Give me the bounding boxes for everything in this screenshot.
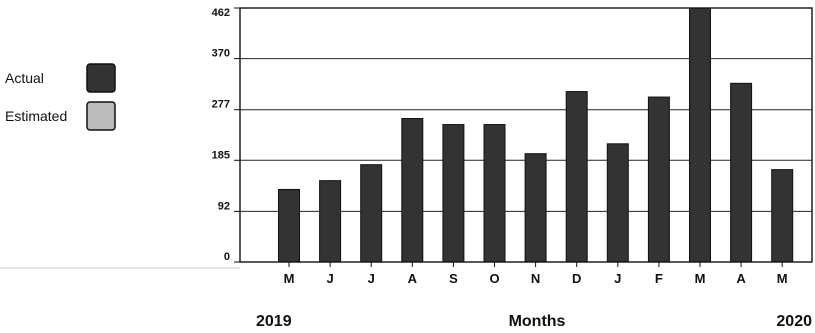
bar-actual: [771, 169, 794, 263]
plot-area-frame: [239, 7, 813, 263]
year-start-label: 2019: [256, 313, 292, 330]
bar-actual: [730, 82, 753, 263]
y-tick-label: 277: [212, 99, 230, 111]
bar-actual: [442, 124, 465, 263]
bar-actual: [647, 96, 670, 263]
legend-actual-label: Actual: [5, 70, 44, 86]
bar-actual: [565, 91, 588, 263]
x-tick-label: A: [736, 271, 746, 286]
bar-actual: [278, 188, 300, 263]
y-tick-label: 370: [212, 48, 230, 60]
y-tick-label: 0: [224, 251, 230, 263]
y-axis-ticks: 0 92 185 277 370 462: [212, 7, 240, 263]
bar-actual: [606, 143, 629, 263]
x-tick-label: O: [489, 271, 499, 286]
bar-actual: [689, 7, 711, 263]
year-end-label: 2020: [776, 313, 812, 330]
y-tick-label: 185: [212, 149, 230, 161]
bar-actual: [319, 180, 342, 263]
x-tick-label: J: [368, 271, 375, 286]
y-tick-label: 92: [218, 200, 230, 212]
bar-actual: [401, 118, 424, 263]
legend-estimated-swatch: [86, 101, 116, 131]
bar-actual: [360, 164, 383, 263]
x-tick-label: J: [326, 271, 333, 286]
bars: [278, 7, 794, 263]
bar-actual: [524, 153, 547, 263]
x-tick-label: S: [449, 271, 458, 286]
x-tick-label: M: [777, 271, 788, 286]
x-tick-label: N: [531, 271, 540, 286]
x-tick-label: M: [284, 271, 295, 286]
x-tick-label: J: [614, 271, 621, 286]
x-tick-label: F: [655, 271, 663, 286]
x-tick-label: A: [408, 271, 418, 286]
legend: Actual Estimated: [5, 63, 116, 131]
legend-estimated-label: Estimated: [5, 108, 67, 124]
y-tick-label: 462: [212, 7, 230, 19]
bar-actual: [483, 124, 506, 263]
x-tick-label: D: [572, 271, 581, 286]
legend-actual-swatch: [86, 63, 116, 93]
x-tick-label: M: [695, 271, 706, 286]
x-axis-title: Months: [509, 313, 566, 330]
